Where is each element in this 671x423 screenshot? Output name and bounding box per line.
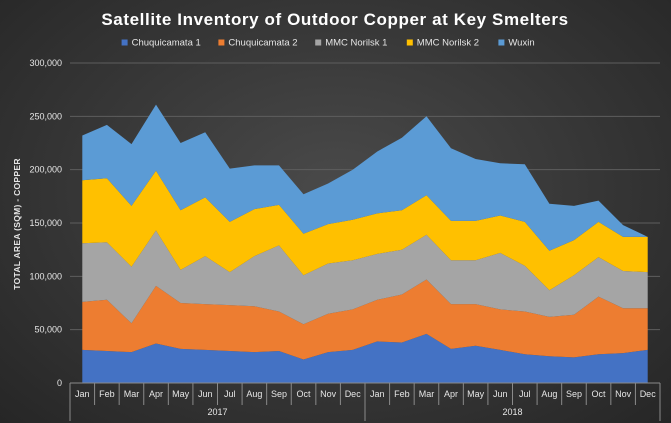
plot-areas [82,104,648,383]
legend-swatch [406,39,413,46]
x-tick-label: Apr [444,389,458,399]
x-tick-label: Jul [519,389,531,399]
area-series-mmc-norilsk-1 [82,230,648,325]
x-tick-label: Dec [640,389,657,399]
x-tick-label: Aug [246,389,262,399]
x-tick-label: Feb [99,389,115,399]
x-tick-label: Mar [124,389,140,399]
y-tick-label: 100,000 [29,271,62,281]
y-axis-label: TOTAL AREA (SQM) - COPPER [12,158,22,290]
legend-swatch [121,39,128,46]
x-tick-label: Dec [345,389,362,399]
x-tick-label: Jul [224,389,236,399]
x-tick-label: Aug [541,389,557,399]
legend-label: Chuquicamata 1 [132,38,201,49]
legend-swatch [218,39,225,46]
x-tick-label: Jun [493,389,508,399]
y-tick-label: 300,000 [29,58,62,68]
area-series-chuquicamata-2 [82,279,648,360]
legend-label: Wuxin [508,38,534,49]
y-tick-label: 50,000 [34,325,62,335]
y-tick-label: 0 [57,378,62,388]
legend-label: MMC Norilsk 1 [325,38,387,49]
legend: Chuquicamata 1 Chuquicamata 2 MMC Norilsk … [121,38,535,49]
y-tick-label: 150,000 [29,218,62,228]
year-label: 2018 [502,407,522,417]
y-tick-label: 250,000 [29,111,62,121]
x-tick-label: Jun [198,389,213,399]
x-tick-label: Jan [75,389,90,399]
area-series-mmc-norilsk-2 [82,170,648,291]
x-tick-label: Jan [370,389,385,399]
chart-title: Satellite Inventory of Outdoor Copper at… [101,10,568,29]
legend-label: Chuquicamata 2 [228,38,297,49]
x-tick-label: Nov [615,389,632,399]
area-series-wuxin [82,104,648,251]
x-axis: Jan Feb Mar Apr May Jun Jul Aug Sep Oct Nov Dec Jan F… [69,382,661,421]
year-label: 2017 [207,407,227,417]
x-tick-label: Nov [320,389,337,399]
y-axis-ticks: 0 50,000 100,000 150,000 200,000 250,000 300,0… [29,58,62,388]
area-series-chuquicamata-1 [82,333,648,383]
x-tick-label: May [172,389,190,399]
x-tick-label: Feb [394,389,410,399]
y-tick-label: 200,000 [29,165,62,175]
x-tick-label: Oct [297,389,312,399]
legend-swatch [315,39,322,46]
legend-swatch [498,39,505,46]
x-tick-label: Sep [271,389,287,399]
x-tick-label: Oct [592,389,607,399]
legend-label: MMC Norilsk 2 [417,38,479,49]
x-tick-label: Sep [566,389,582,399]
x-tick-label: Mar [419,389,435,399]
x-tick-label: Apr [149,389,163,399]
x-tick-label: May [467,389,485,399]
